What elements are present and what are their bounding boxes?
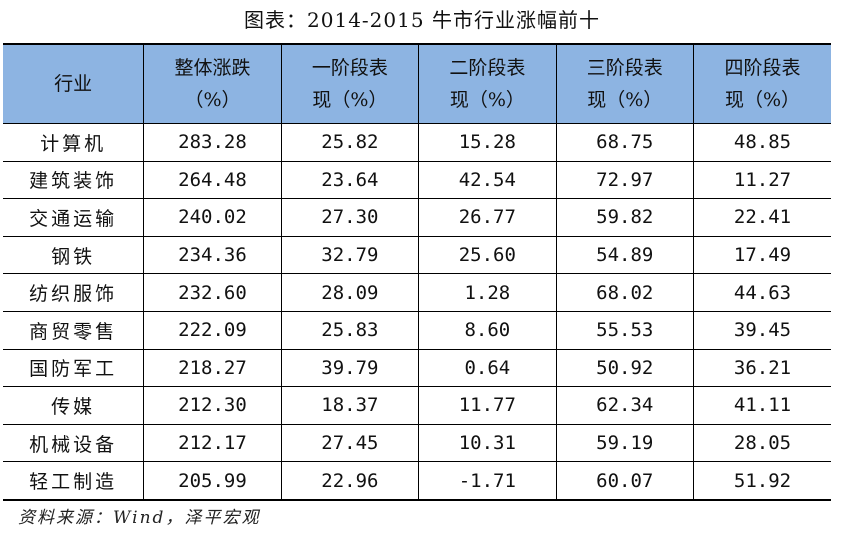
cell-stage-3: 55.53 <box>555 311 694 350</box>
table-row: 轻工制造 205.99 22.96 -1.71 60.07 51.92 <box>3 461 831 499</box>
cell-industry: 计算机 <box>3 123 144 162</box>
cell-stage-1: 25.83 <box>280 311 419 350</box>
cell-stage-3: 50.92 <box>555 349 694 388</box>
header-stage-1: 一阶段表 现（%） <box>280 45 419 124</box>
cell-industry: 钢铁 <box>3 236 144 275</box>
table-header-row: 行业 整体涨跌 （%） 一阶段表 现（%） 二阶段表 现（%） 三阶段表 现（%… <box>3 45 831 124</box>
cell-stage-4: 36.21 <box>693 349 831 388</box>
cell-stage-4: 51.92 <box>693 461 831 499</box>
cell-stage-1: 27.45 <box>280 424 419 463</box>
cell-industry: 传媒 <box>3 386 144 425</box>
header-stage-2-line1: 二阶段表 <box>449 57 526 79</box>
source-note: 资料来源：Wind，泽平宏观 <box>18 508 261 528</box>
cell-overall: 222.09 <box>143 311 282 350</box>
cell-stage-3: 60.07 <box>555 461 694 499</box>
header-stage-3: 三阶段表 现（%） <box>555 45 694 124</box>
cell-stage-4: 44.63 <box>693 273 831 312</box>
header-stage-2-line2: 现（%） <box>449 89 525 111</box>
cell-industry: 建筑装饰 <box>3 161 144 200</box>
cell-stage-4: 39.45 <box>693 311 831 350</box>
header-stage-4-line2: 现（%） <box>724 89 801 111</box>
header-stage-3-line1: 三阶段表 <box>586 57 663 79</box>
cell-stage-3: 54.89 <box>555 236 694 275</box>
header-stage-4: 四阶段表 现（%） <box>693 45 831 124</box>
table-body: 计算机 283.28 25.82 15.28 68.75 48.85 建筑装饰 … <box>3 123 831 499</box>
cell-overall: 212.17 <box>143 424 282 463</box>
cell-overall: 240.02 <box>143 198 282 237</box>
cell-stage-4: 41.11 <box>693 386 831 425</box>
industry-gain-table: 行业 整体涨跌 （%） 一阶段表 现（%） 二阶段表 现（%） 三阶段表 现（%… <box>3 45 831 499</box>
cell-stage-3: 72.97 <box>555 161 694 200</box>
header-stage-4-line1: 四阶段表 <box>724 57 801 79</box>
table-row: 钢铁 234.36 32.79 25.60 54.89 17.49 <box>3 236 831 275</box>
cell-stage-4: 48.85 <box>693 123 831 162</box>
table-row: 建筑装饰 264.48 23.64 42.54 72.97 11.27 <box>3 161 831 200</box>
cell-overall: 283.28 <box>143 123 282 162</box>
cell-stage-2: 0.64 <box>418 349 557 388</box>
cell-industry: 交通运输 <box>3 198 144 237</box>
table-row: 传媒 212.30 18.37 11.77 62.34 41.11 <box>3 386 831 425</box>
cell-industry: 国防军工 <box>3 349 144 388</box>
cell-overall: 218.27 <box>143 349 282 388</box>
cell-stage-4: 28.05 <box>693 424 831 463</box>
cell-stage-1: 39.79 <box>280 349 419 388</box>
cell-industry: 机械设备 <box>3 424 144 463</box>
cell-stage-4: 17.49 <box>693 236 831 275</box>
table-row: 机械设备 212.17 27.45 10.31 59.19 28.05 <box>3 424 831 463</box>
cell-stage-1: 32.79 <box>280 236 419 275</box>
cell-stage-1: 28.09 <box>280 273 419 312</box>
header-stage-1-line2: 现（%） <box>312 89 388 111</box>
table-row: 交通运输 240.02 27.30 26.77 59.82 22.41 <box>3 198 831 237</box>
cell-overall: 232.60 <box>143 273 282 312</box>
cell-stage-1: 18.37 <box>280 386 419 425</box>
header-overall-change-line1: 整体涨跌 <box>174 57 251 79</box>
cell-stage-2: 8.60 <box>418 311 557 350</box>
cell-stage-2: 15.28 <box>418 123 557 162</box>
cell-stage-3: 68.02 <box>555 273 694 312</box>
cell-stage-1: 27.30 <box>280 198 419 237</box>
cell-stage-1: 23.64 <box>280 161 419 200</box>
cell-stage-2: 1.28 <box>418 273 557 312</box>
table-title: 图表：2014-2015 牛市行业涨幅前十 <box>244 8 600 32</box>
table-row: 计算机 283.28 25.82 15.28 68.75 48.85 <box>3 123 831 162</box>
cell-stage-2: 26.77 <box>418 198 557 237</box>
cell-overall: 264.48 <box>143 161 282 200</box>
cell-stage-3: 59.19 <box>555 424 694 463</box>
cell-stage-4: 11.27 <box>693 161 831 200</box>
header-industry: 行业 <box>3 45 144 124</box>
cell-stage-2: 25.60 <box>418 236 557 275</box>
header-stage-3-line2: 现（%） <box>587 89 663 111</box>
table-row: 商贸零售 222.09 25.83 8.60 55.53 39.45 <box>3 311 831 350</box>
cell-overall: 234.36 <box>143 236 282 275</box>
cell-stage-3: 62.34 <box>555 386 694 425</box>
cell-overall: 212.30 <box>143 386 282 425</box>
cell-industry: 纺织服饰 <box>3 273 144 312</box>
header-stage-1-line1: 一阶段表 <box>311 57 388 79</box>
cell-stage-1: 22.96 <box>280 461 419 499</box>
cell-stage-2: 42.54 <box>418 161 557 200</box>
cell-overall: 205.99 <box>143 461 282 499</box>
cell-industry: 商贸零售 <box>3 311 144 350</box>
cell-industry: 轻工制造 <box>29 471 118 494</box>
cell-stage-3: 59.82 <box>555 198 694 237</box>
data-table-container: 行业 整体涨跌 （%） 一阶段表 现（%） 二阶段表 现（%） 三阶段表 现（%… <box>3 43 831 501</box>
cell-stage-2: 10.31 <box>418 424 557 463</box>
header-stage-2: 二阶段表 现（%） <box>418 45 557 124</box>
header-industry-label: 行业 <box>54 73 93 95</box>
cell-stage-4: 22.41 <box>693 198 831 237</box>
table-row: 纺织服饰 232.60 28.09 1.28 68.02 44.63 <box>3 273 831 312</box>
header-overall-change-line2: （%） <box>184 89 241 111</box>
cell-stage-2: -1.71 <box>418 461 557 499</box>
cell-stage-1: 25.82 <box>280 123 419 162</box>
cell-stage-3: 68.75 <box>555 123 694 162</box>
header-overall-change: 整体涨跌 （%） <box>143 45 282 124</box>
cell-stage-2: 11.77 <box>418 386 557 425</box>
table-row: 国防军工 218.27 39.79 0.64 50.92 36.21 <box>3 349 831 388</box>
